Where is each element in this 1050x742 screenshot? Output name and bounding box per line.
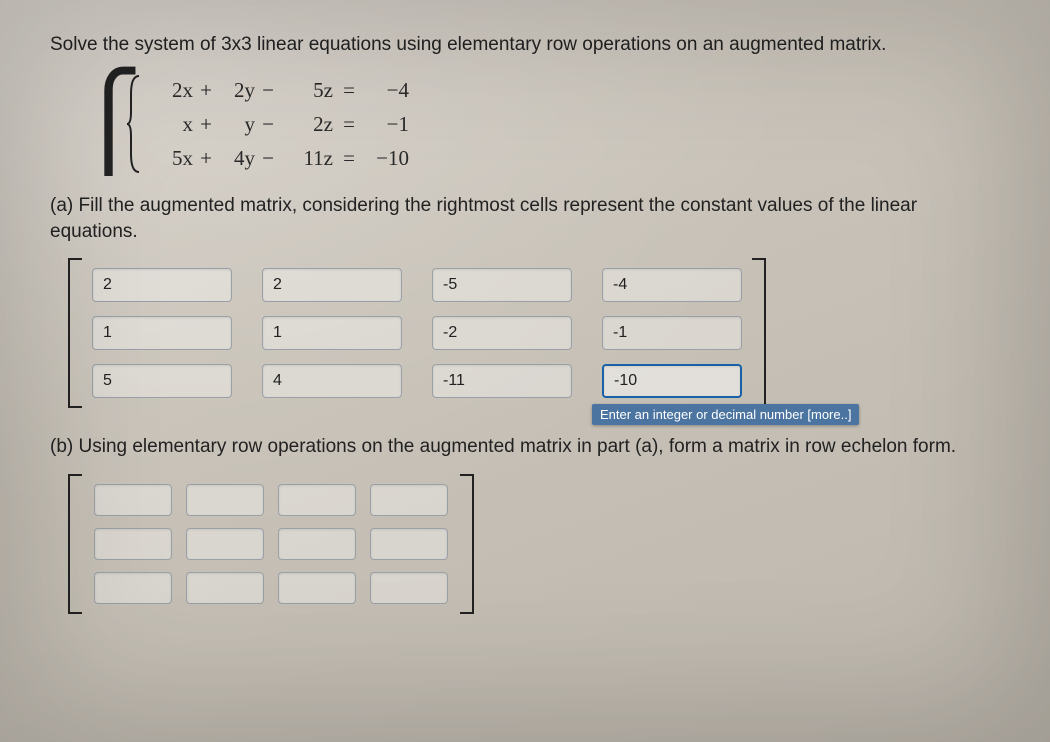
matrix-b-cell[interactable] (186, 528, 264, 560)
eq1-rhs: −4 (365, 78, 409, 103)
eq3-x: 5x (149, 146, 193, 171)
matrix-b-cell[interactable] (94, 484, 172, 516)
matrix-b-cell[interactable] (370, 572, 448, 604)
matrix-a-grid (88, 258, 746, 408)
matrix-b-cell[interactable] (370, 484, 448, 516)
eq3-z: 11z (281, 146, 333, 171)
eq3-y: 4y (219, 146, 255, 171)
matrix-a-cell[interactable] (262, 316, 402, 350)
eq1-eq: = (333, 78, 365, 103)
eq1-op1: + (193, 78, 219, 103)
eq2-op2: − (255, 112, 281, 137)
matrix-a-cell[interactable] (602, 268, 742, 302)
matrix-a-cell[interactable] (602, 316, 742, 350)
bracket-left-icon (68, 474, 82, 614)
matrix-b-cell[interactable] (94, 528, 172, 560)
matrix-a-cell[interactable] (432, 364, 572, 398)
eq2-y: y (219, 112, 255, 137)
matrix-a-cell[interactable] (432, 316, 572, 350)
bracket-right-icon (752, 258, 766, 408)
matrix-b-cell[interactable] (278, 484, 356, 516)
matrix-a: Enter an integer or decimal number [more… (68, 258, 1000, 408)
matrix-b-cell[interactable] (94, 572, 172, 604)
equation-system: ⎧ 2x + 2y − 5z = −4 x + y − 2z = −1 5x (74, 78, 1000, 171)
input-tooltip: Enter an integer or decimal number [more… (592, 404, 859, 425)
eq3-op2: − (255, 146, 281, 171)
part-b-prompt: (b) Using elementary row operations on t… (50, 434, 1000, 460)
matrix-b (68, 474, 1000, 614)
bracket-left-icon (68, 258, 82, 408)
matrix-b-grid (88, 474, 454, 614)
matrix-a-cell[interactable] (262, 364, 402, 398)
matrix-a-cell[interactable] (262, 268, 402, 302)
equation-grid: 2x + 2y − 5z = −4 x + y − 2z = −1 5x + 4… (149, 78, 409, 171)
bracket-right-icon (460, 474, 474, 614)
eq1-op2: − (255, 78, 281, 103)
main-prompt: Solve the system of 3x3 linear equations… (50, 34, 1000, 56)
eq2-x: x (149, 112, 193, 137)
eq1-z: 5z (281, 78, 333, 103)
matrix-b-cell[interactable] (370, 528, 448, 560)
page-content: Solve the system of 3x3 linear equations… (0, 0, 1050, 644)
matrix-a-cell[interactable] (92, 268, 232, 302)
eq1-y: 2y (219, 78, 255, 103)
matrix-b-cell[interactable] (186, 572, 264, 604)
part-a-prompt: (a) Fill the augmented matrix, consideri… (50, 193, 1000, 244)
eq1-x: 2x (149, 78, 193, 103)
eq3-op1: + (193, 146, 219, 171)
eq3-eq: = (333, 146, 365, 171)
matrix-a-cell[interactable] (92, 364, 232, 398)
matrix-b-cell[interactable] (186, 484, 264, 516)
eq2-op1: + (193, 112, 219, 137)
matrix-a-cell[interactable] (92, 316, 232, 350)
eq3-rhs: −10 (365, 146, 409, 171)
eq2-eq: = (333, 112, 365, 137)
eq2-z: 2z (281, 112, 333, 137)
matrix-b-cell[interactable] (278, 528, 356, 560)
matrix-a-cell[interactable] (602, 364, 742, 398)
matrix-a-cell[interactable] (432, 268, 572, 302)
eq2-rhs: −1 (365, 112, 409, 137)
brace-svg (125, 74, 143, 174)
matrix-b-cell[interactable] (278, 572, 356, 604)
